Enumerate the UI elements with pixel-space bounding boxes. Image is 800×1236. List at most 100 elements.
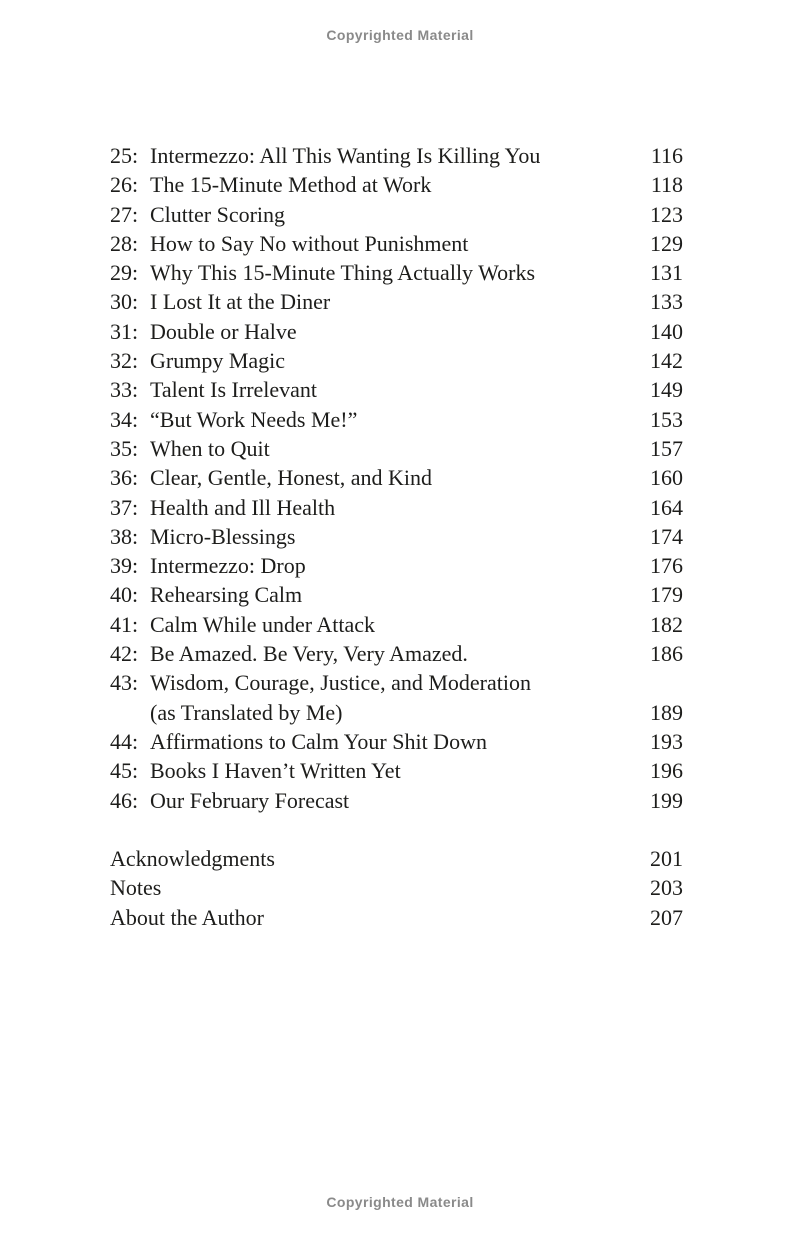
chapter-number: 43:: [110, 670, 139, 696]
page-number: 201: [650, 846, 683, 872]
page-number: 182: [650, 611, 683, 637]
page-number: 140: [650, 318, 683, 344]
toc-entry: 33: Talent Is Irrelevant 149: [110, 375, 683, 404]
chapter-title: Books I Haven’t Written Yet: [150, 758, 401, 784]
chapter-title: Wisdom, Courage, Justice, and Moderation…: [150, 670, 531, 725]
chapter-title: Affirmations to Calm Your Shit Down: [150, 728, 487, 754]
page-number: 196: [650, 758, 683, 784]
page-number: 142: [650, 348, 683, 374]
toc-entry: 40: Rehearsing Calm 179: [110, 580, 683, 609]
chapter-title: “But Work Needs Me!”: [150, 406, 358, 432]
page-number: 133: [650, 289, 683, 315]
back-matter-title: Notes: [110, 875, 162, 901]
back-matter-entry: About the Author 207: [110, 903, 683, 932]
back-matter-list: Acknowledgments 201 Notes 203 About the …: [110, 844, 683, 932]
page-number: 179: [650, 582, 683, 608]
chapter-number: 27:: [110, 201, 139, 227]
chapter-title: Clear, Gentle, Honest, and Kind: [150, 465, 432, 491]
chapter-number: 39:: [110, 553, 139, 579]
toc-entry: 26: The 15-Minute Method at Work 118: [110, 170, 683, 199]
chapter-number: 42:: [110, 641, 139, 667]
page-number: 174: [650, 523, 683, 549]
toc-entry: 32: Grumpy Magic 142: [110, 346, 683, 375]
toc-entry: 36: Clear, Gentle, Honest, and Kind 160: [110, 463, 683, 492]
chapter-title: I Lost It at the Diner: [150, 289, 331, 315]
back-matter-entry: Acknowledgments 201: [110, 844, 683, 873]
chapter-number: 44:: [110, 728, 139, 754]
toc-entry: 42: Be Amazed. Be Very, Very Amazed. 186: [110, 639, 683, 668]
chapter-number: 33:: [110, 377, 139, 403]
page-number: 193: [650, 728, 683, 754]
toc-entry: 45: Books I Haven’t Written Yet 196: [110, 756, 683, 785]
page-number: 116: [650, 143, 683, 168]
toc-entry: 27: Clutter Scoring 123: [110, 200, 683, 229]
page-number: 157: [650, 435, 683, 461]
page-number: 199: [650, 787, 683, 813]
chapter-number: 41:: [110, 611, 139, 637]
chapter-number: 31:: [110, 318, 139, 344]
chapter-title: Talent Is Irrelevant: [150, 377, 318, 403]
chapter-title: Clutter Scoring: [150, 201, 286, 227]
page-number: 207: [650, 904, 683, 930]
back-matter-title: About the Author: [110, 904, 264, 930]
chapter-title: When to Quit: [150, 435, 270, 461]
chapter-title: Intermezzo: All This Wanting Is Killing …: [150, 143, 541, 168]
toc-entry: 29: Why This 15-Minute Thing Actually Wo…: [110, 258, 683, 287]
chapter-number: 45:: [110, 758, 139, 784]
page-number: 186: [650, 641, 683, 667]
chapter-number: 37:: [110, 494, 139, 520]
page-number: 129: [650, 230, 683, 256]
chapter-title: Double or Halve: [150, 318, 297, 344]
chapter-number: 34:: [110, 406, 139, 432]
chapter-number: 38:: [110, 523, 139, 549]
chapter-title: Grumpy Magic: [150, 348, 286, 374]
toc-entry: 30: I Lost It at the Diner 133: [110, 287, 683, 316]
page-number: 189: [650, 699, 683, 725]
chapter-title: Why This 15-Minute Thing Actually Works: [150, 260, 536, 286]
toc-entry: 43: Wisdom, Courage, Justice, and Modera…: [110, 668, 683, 727]
page-number: 149: [650, 377, 683, 403]
chapter-title: Micro-Blessings: [150, 523, 296, 549]
toc-entry: 38: Micro-Blessings 174: [110, 522, 683, 551]
chapter-number: 32:: [110, 348, 139, 374]
toc-entry: 31: Double or Halve 140: [110, 317, 683, 346]
chapter-number: 35:: [110, 435, 139, 461]
page-number: 118: [650, 172, 683, 198]
chapter-title: The 15-Minute Method at Work: [150, 172, 432, 198]
chapter-title: Be Amazed. Be Very, Very Amazed.: [150, 641, 468, 667]
page-number: 164: [650, 494, 683, 520]
toc-entry: 25: Intermezzo: All This Wanting Is Kill…: [110, 141, 683, 170]
toc-entry: 41: Calm While under Attack 182: [110, 610, 683, 639]
chapter-number: 28:: [110, 230, 139, 256]
page-number: 160: [650, 465, 683, 491]
back-matter-title: Acknowledgments: [110, 846, 275, 872]
toc-list: 25: Intermezzo: All This Wanting Is Kill…: [110, 141, 683, 815]
chapter-title: Intermezzo: Drop: [150, 553, 306, 579]
toc-entry: 28: How to Say No without Punishment 129: [110, 229, 683, 258]
page-number: 203: [650, 875, 683, 901]
chapter-title: Calm While under Attack: [150, 611, 376, 637]
chapter-number: 36:: [110, 465, 139, 491]
page-number: 123: [650, 201, 683, 227]
page-number: 131: [650, 260, 683, 286]
chapter-title: Our February Forecast: [150, 787, 350, 813]
chapter-number: 30:: [110, 289, 139, 315]
toc-entry: 44: Affirmations to Calm Your Shit Down …: [110, 727, 683, 756]
table-of-contents: 25: Intermezzo: All This Wanting Is Kill…: [110, 141, 683, 932]
back-matter-entry: Notes 203: [110, 873, 683, 902]
chapter-number: 46:: [110, 787, 139, 813]
chapter-number: 29:: [110, 260, 139, 286]
copyright-notice-top: Copyrighted Material: [326, 27, 474, 43]
chapter-title: Health and Ill Health: [150, 494, 336, 520]
toc-entry: 39: Intermezzo: Drop 176: [110, 551, 683, 580]
chapter-title: Rehearsing Calm: [150, 582, 303, 608]
chapter-number: 25:: [110, 143, 139, 168]
chapter-title: How to Say No without Punishment: [150, 230, 469, 256]
copyright-notice-bottom: Copyrighted Material: [326, 1194, 474, 1210]
toc-entry: 35: When to Quit 157: [110, 434, 683, 463]
page-number: 153: [650, 406, 683, 432]
toc-entry: 37: Health and Ill Health 164: [110, 493, 683, 522]
toc-entry: 34: “But Work Needs Me!” 153: [110, 405, 683, 434]
chapter-number: 40:: [110, 582, 139, 608]
chapter-number: 26:: [110, 172, 139, 198]
